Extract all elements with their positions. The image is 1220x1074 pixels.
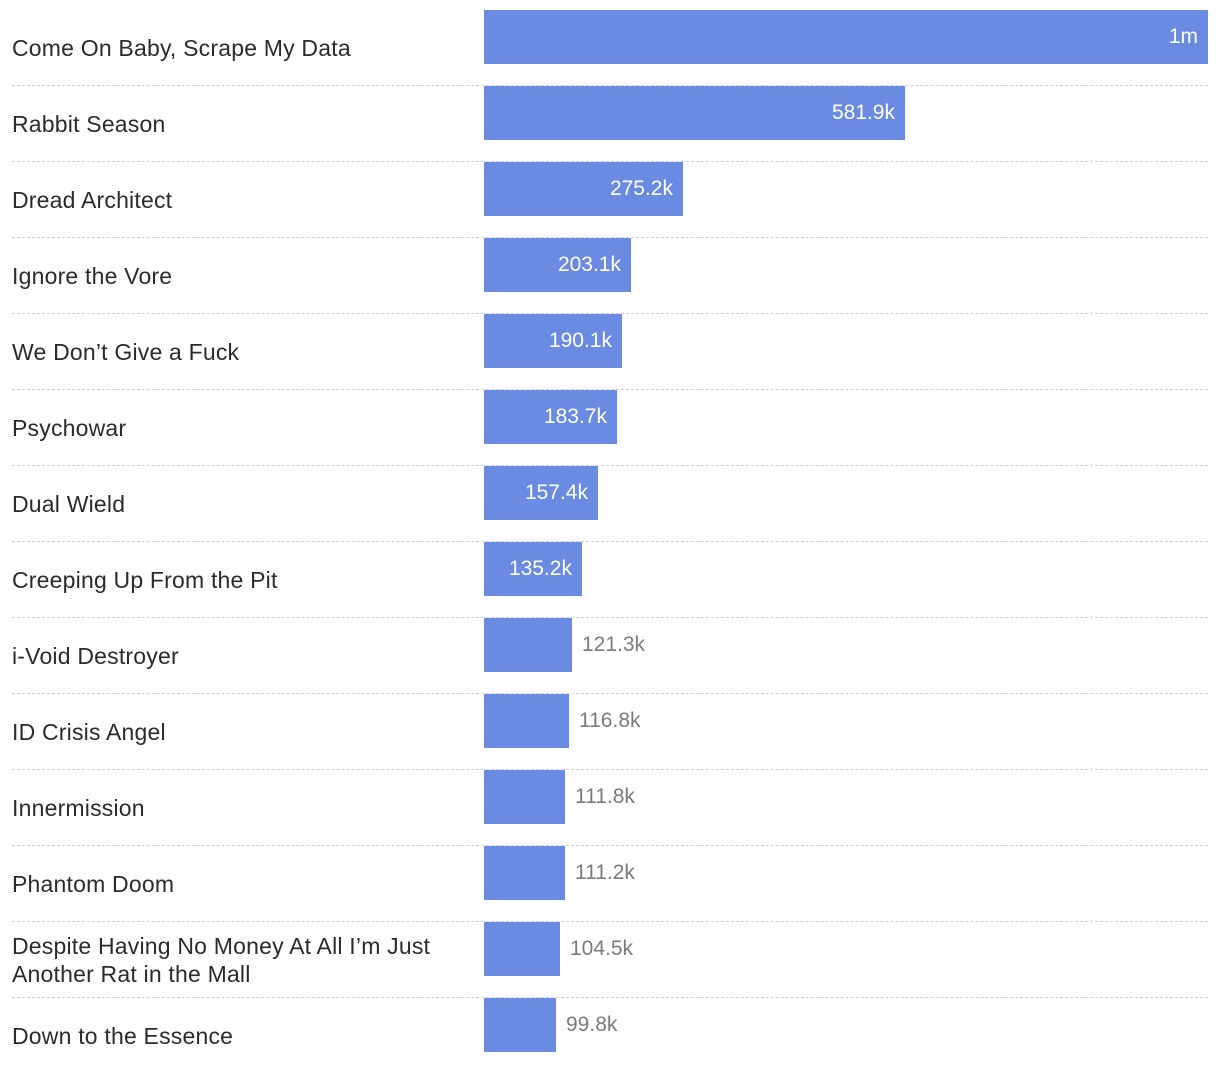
value-label: 157.4k [524,481,588,504]
row-divider [12,465,1208,466]
value-label: 1m [1168,25,1198,48]
row-divider [12,85,1208,86]
category-label: Psychowar [12,415,127,441]
category-label: i-Void Destroyer [12,643,179,669]
category-label: Dread Architect [12,187,173,213]
category-label: Despite Having No Money At All I’m Just … [12,933,431,987]
chart-row: Phantom Doom 111.2k [12,846,1208,922]
category-label: We Don’t Give a Fuck [12,339,240,365]
bar [484,618,572,672]
category-label: Come On Baby, Scrape My Data [12,35,351,61]
chart-row: ID Crisis Angel 116.8k [12,694,1208,770]
bar [484,770,565,824]
value-label: 99.8k [566,1013,618,1036]
value-label: 121.3k [582,633,646,656]
category-label: Rabbit Season [12,111,166,137]
category-label: Ignore the Vore [12,263,173,289]
row-divider [12,693,1208,694]
row-divider [12,617,1208,618]
bar [484,314,622,368]
chart-row: Rabbit Season 581.9k [12,86,1208,162]
category-label: Innermission [12,795,145,821]
bar [484,10,1208,64]
row-divider [12,161,1208,162]
bar [484,238,631,292]
category-label: Down to the Essence [12,1023,234,1049]
row-divider [12,237,1208,238]
value-label: 183.7k [543,405,607,428]
chart-row: Down to the Essence 99.8k [12,998,1208,1074]
bar [484,998,556,1052]
category-label: Phantom Doom [12,871,175,897]
row-divider [12,769,1208,770]
bar [484,162,683,216]
bar [484,846,565,900]
row-divider [12,313,1208,314]
chart-row: Come On Baby, Scrape My Data 1m [12,10,1208,86]
row-divider [12,997,1208,998]
chart-row: Dread Architect 275.2k [12,162,1208,238]
row-divider [12,921,1208,922]
value-label: 581.9k [831,101,895,124]
category-label: ID Crisis Angel [12,719,166,745]
chart-row: Psychowar 183.7k [12,390,1208,466]
row-divider [12,541,1208,542]
chart-row: i-Void Destroyer 121.3k [12,618,1208,694]
chart-row: Despite Having No Money At All I’m Just … [12,922,1208,998]
bar [484,694,569,748]
value-label: 190.1k [548,329,612,352]
bar [484,466,598,520]
chart-row: Creeping Up From the Pit 135.2k [12,542,1208,618]
chart-row: Innermission 111.8k [12,770,1208,846]
chart-row: We Don’t Give a Fuck 190.1k [12,314,1208,390]
value-label: 135.2k [508,557,572,580]
row-divider [12,845,1208,846]
value-label: 203.1k [557,253,621,276]
bar [484,922,560,976]
category-label: Dual Wield [12,491,126,517]
value-label: 104.5k [570,937,634,960]
chart-row: Ignore the Vore 203.1k [12,238,1208,314]
chart-row: Dual Wield 157.4k [12,466,1208,542]
value-label: 116.8k [579,709,641,732]
bar [484,86,905,140]
bar [484,542,582,596]
value-label: 275.2k [609,177,673,200]
value-label: 111.8k [575,785,635,808]
bar [484,390,617,444]
value-label: 111.2k [575,861,635,884]
row-divider [12,389,1208,390]
category-label: Creeping Up From the Pit [12,567,278,593]
